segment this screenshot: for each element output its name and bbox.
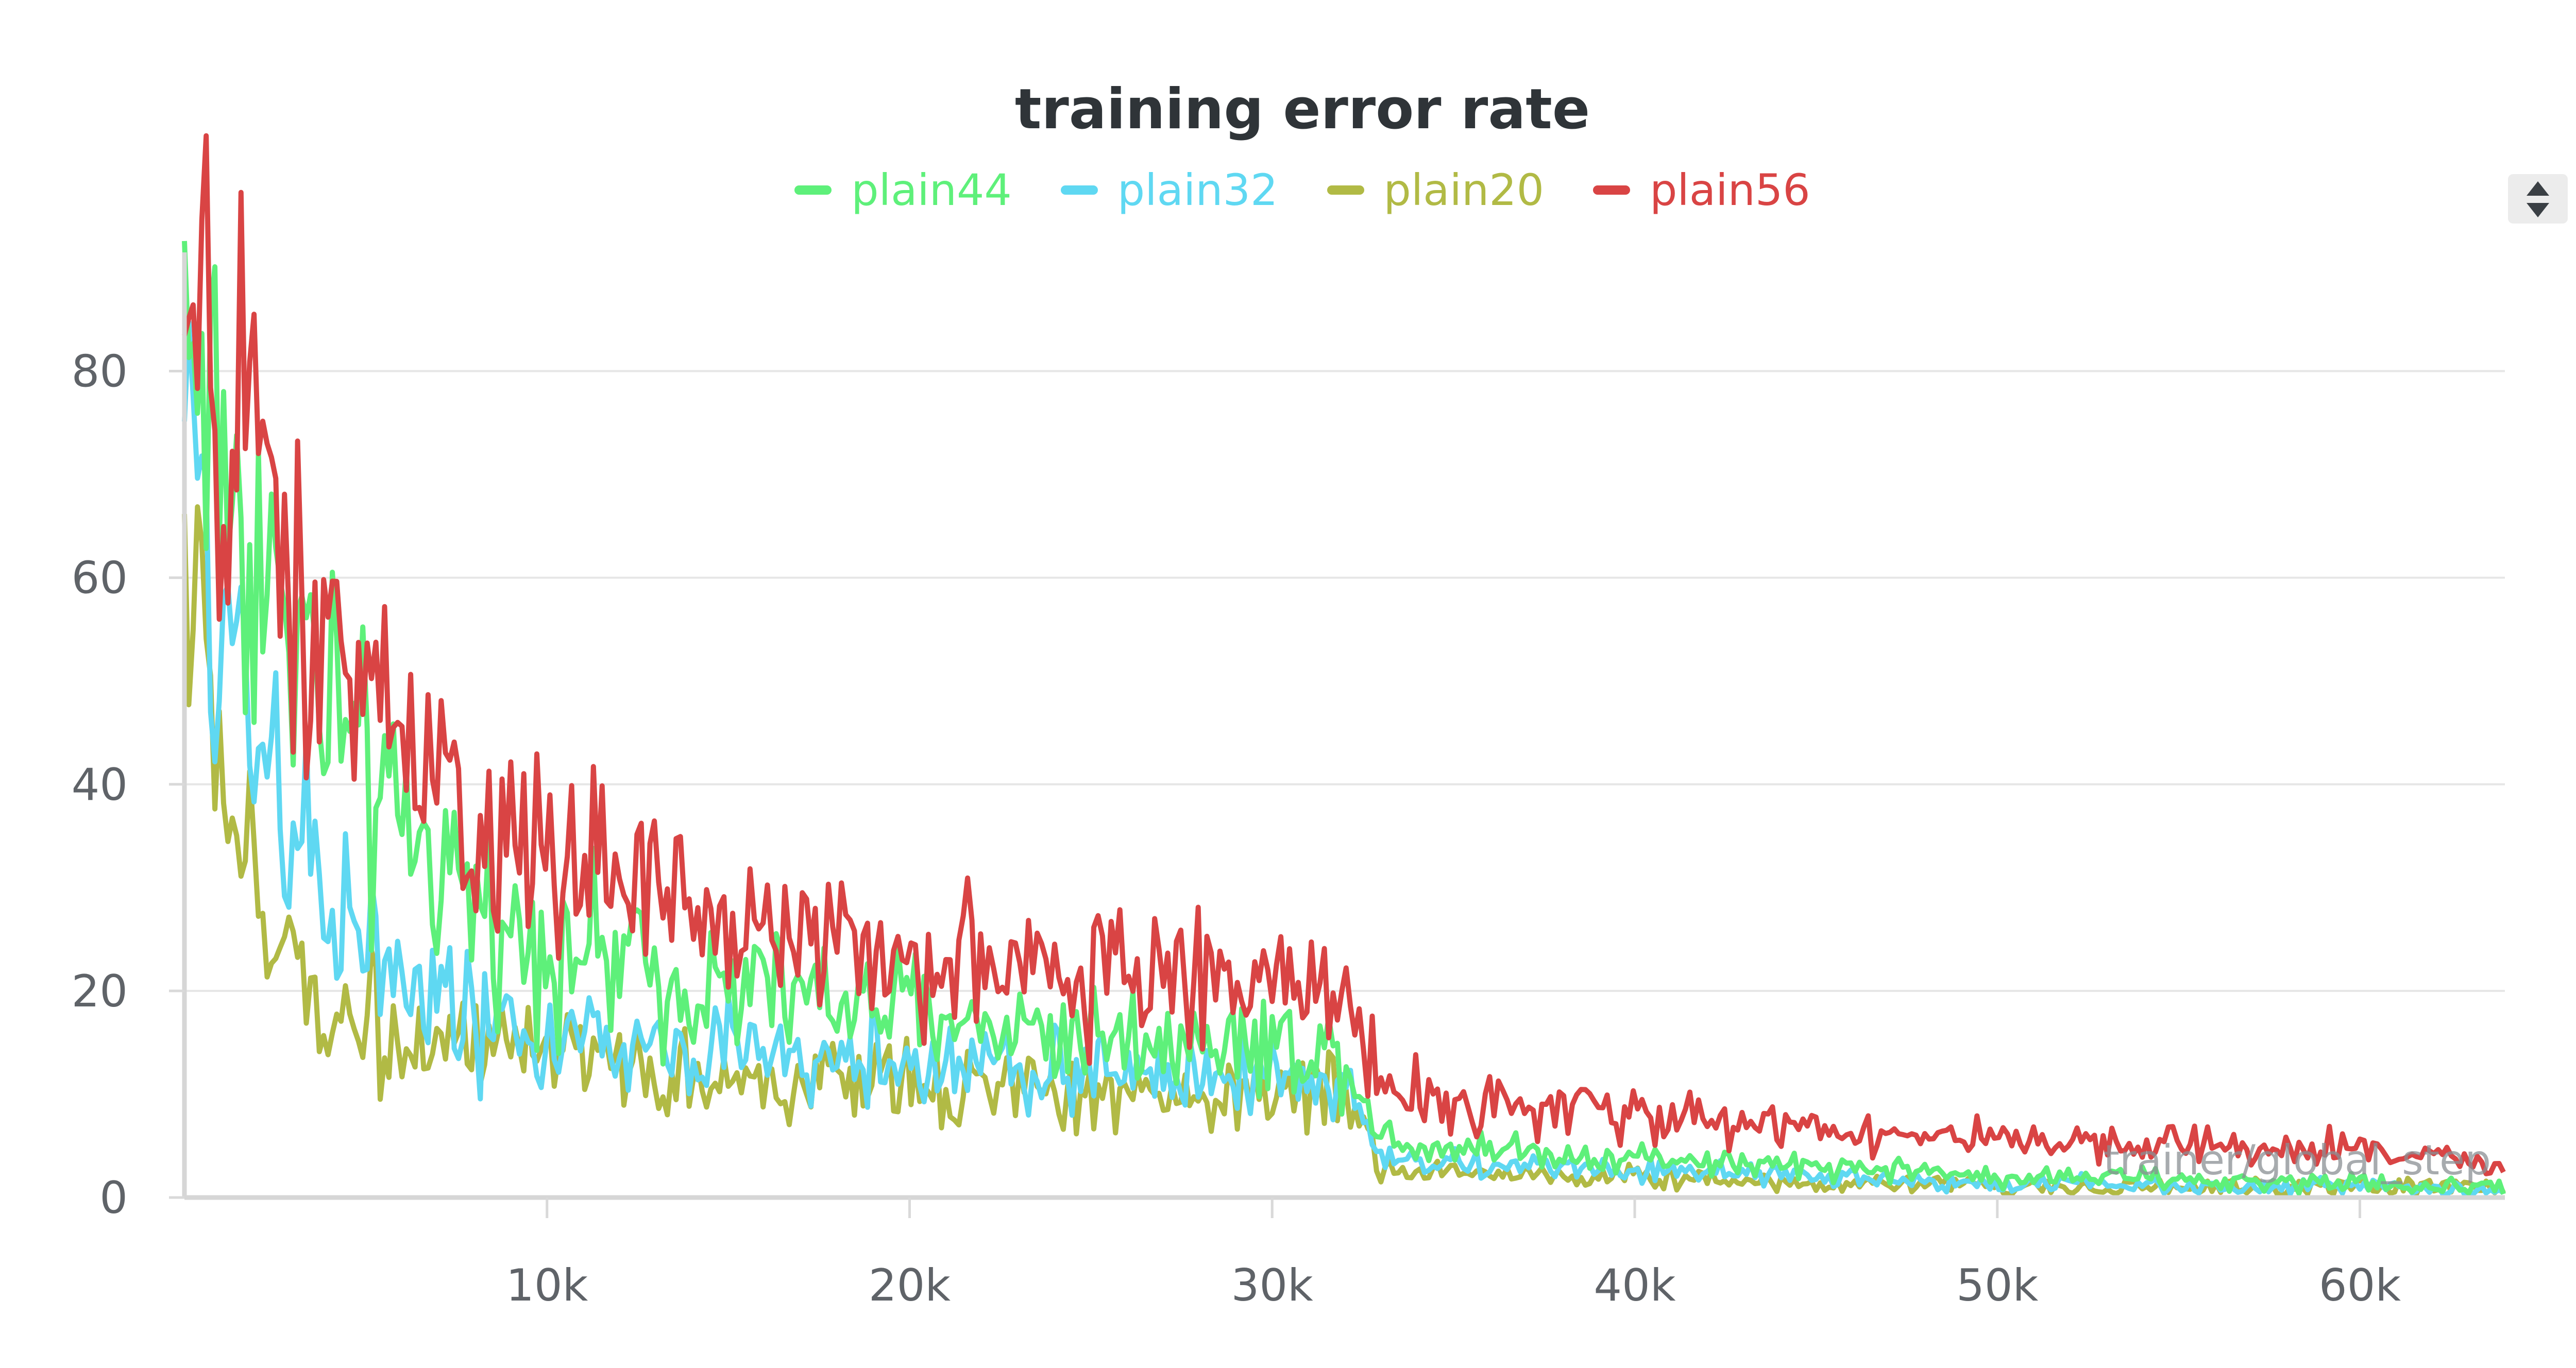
series-line-plain32[interactable] bbox=[182, 319, 2505, 1197]
legend-swatch-plain44 bbox=[794, 185, 832, 195]
legend-item-plain20[interactable]: plain20 bbox=[1327, 165, 1545, 215]
legend-swatch-plain56 bbox=[1593, 185, 1631, 195]
sort-arrows-icon bbox=[2527, 181, 2549, 217]
legend-label-plain44: plain44 bbox=[851, 165, 1012, 215]
series-line-plain56[interactable] bbox=[182, 133, 2506, 1176]
x-ticks: 10k 20k 30k 40k 50k 60k bbox=[506, 1198, 2401, 1311]
legend-label-plain20: plain20 bbox=[1383, 165, 1545, 215]
axes bbox=[182, 252, 2505, 1200]
y-tick-label: 0 bbox=[99, 1172, 128, 1224]
legend-swatch-plain20 bbox=[1327, 185, 1364, 195]
y-tick-label: 80 bbox=[72, 346, 128, 398]
x-tick-label: 50k bbox=[1956, 1260, 2038, 1311]
x-tick-label: 30k bbox=[1231, 1260, 1313, 1311]
legend-item-plain32[interactable]: plain32 bbox=[1060, 165, 1278, 215]
series-lines bbox=[182, 133, 2506, 1197]
x-axis-label: trainer/global_step bbox=[2104, 1136, 2491, 1184]
x-tick-label: 10k bbox=[506, 1260, 588, 1311]
x-tick-label: 20k bbox=[869, 1260, 951, 1311]
legend-swatch-plain32 bbox=[1060, 185, 1098, 195]
chart-title: training error rate bbox=[1014, 77, 1590, 142]
y-tick-label: 40 bbox=[72, 759, 128, 811]
legend-label-plain32: plain32 bbox=[1117, 165, 1278, 215]
series-line-plain44[interactable] bbox=[182, 241, 2506, 1196]
legend-label-plain56: plain56 bbox=[1650, 165, 1810, 215]
y-tick-label: 20 bbox=[72, 966, 128, 1017]
legend: plain44 plain32 plain20 plain56 bbox=[0, 165, 2576, 215]
x-tick-label: 40k bbox=[1594, 1260, 1675, 1311]
legend-item-plain56[interactable]: plain56 bbox=[1593, 165, 1810, 215]
x-tick-label: 60k bbox=[2319, 1260, 2401, 1311]
legend-scroll-button[interactable] bbox=[2508, 174, 2568, 224]
y-tick-label: 60 bbox=[72, 553, 128, 604]
legend-item-plain44[interactable]: plain44 bbox=[794, 165, 1012, 215]
y-ticks: 0 20 40 60 80 bbox=[72, 346, 184, 1224]
